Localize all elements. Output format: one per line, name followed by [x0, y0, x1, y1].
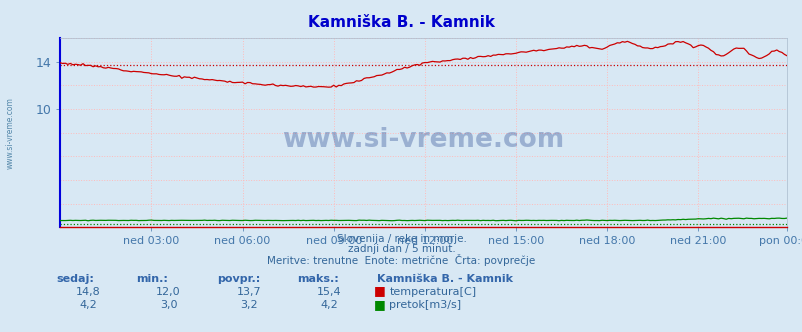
Text: 3,2: 3,2	[240, 300, 257, 310]
Text: 15,4: 15,4	[317, 287, 341, 297]
Text: Kamniška B. - Kamnik: Kamniška B. - Kamnik	[308, 15, 494, 30]
Text: 13,7: 13,7	[237, 287, 261, 297]
Text: 12,0: 12,0	[156, 287, 180, 297]
Text: maks.:: maks.:	[297, 274, 338, 284]
Text: 4,2: 4,2	[320, 300, 338, 310]
Text: zadnji dan / 5 minut.: zadnji dan / 5 minut.	[347, 244, 455, 254]
Text: pretok[m3/s]: pretok[m3/s]	[389, 300, 461, 310]
Text: Slovenija / reke in morje.: Slovenija / reke in morje.	[336, 234, 466, 244]
Text: www.si-vreme.com: www.si-vreme.com	[282, 127, 564, 153]
Text: www.si-vreme.com: www.si-vreme.com	[6, 97, 15, 169]
Text: sedaj:: sedaj:	[56, 274, 94, 284]
Text: min.:: min.:	[136, 274, 168, 284]
Text: 14,8: 14,8	[76, 287, 100, 297]
Text: temperatura[C]: temperatura[C]	[389, 287, 476, 297]
Text: Meritve: trenutne  Enote: metrične  Črta: povprečje: Meritve: trenutne Enote: metrične Črta: …	[267, 254, 535, 266]
Text: 4,2: 4,2	[79, 300, 97, 310]
Text: povpr.:: povpr.:	[217, 274, 260, 284]
Text: 3,0: 3,0	[160, 300, 177, 310]
Text: ■: ■	[374, 298, 386, 311]
Text: ■: ■	[374, 285, 386, 297]
Text: Kamniška B. - Kamnik: Kamniška B. - Kamnik	[377, 274, 512, 284]
